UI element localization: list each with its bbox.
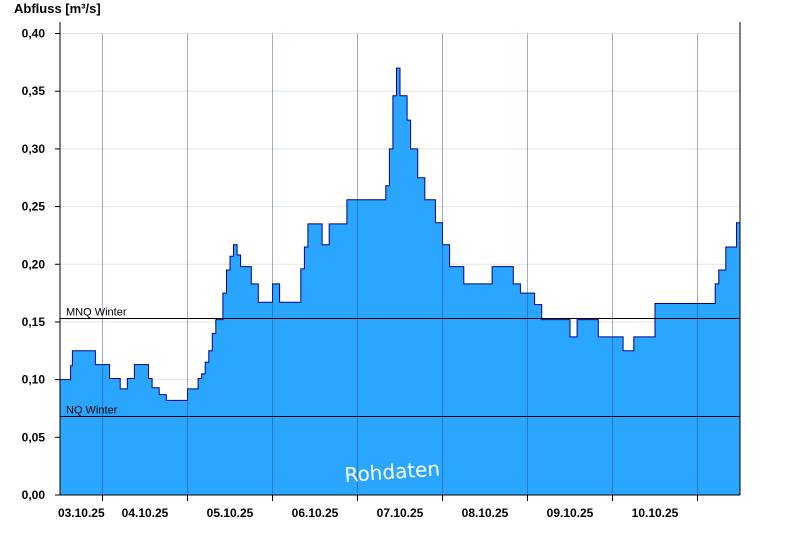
- y-tick-label-7: 0,35: [22, 84, 46, 98]
- y-axis-label: Abfluss [m³/s]: [14, 1, 101, 16]
- ref-label-0: MNQ Winter: [66, 306, 127, 318]
- x-tick-label-2: 05.10.25: [207, 506, 254, 520]
- y-tick-label-8: 0,40: [22, 27, 46, 41]
- discharge-line: [60, 67, 741, 401]
- x-tick-label-6: 09.10.25: [547, 506, 594, 520]
- discharge-series: [60, 67, 741, 495]
- axes: [59, 22, 741, 496]
- day-separator-lines: [102, 33, 698, 495]
- x-tick-labels: 03.10.25 04.10.25 05.10.25 06.10.25 07.10.25…: [58, 495, 698, 520]
- x-tick-label-0: 03.10.25: [58, 506, 105, 520]
- x-tick-label-3: 06.10.25: [292, 506, 339, 520]
- y-tick-label-4: 0,20: [22, 257, 46, 271]
- y-tick-label-1: 0,05: [22, 430, 46, 444]
- x-tick-label-1: 04.10.25: [122, 506, 169, 520]
- y-tick-label-2: 0,10: [22, 373, 46, 387]
- ref-label-1: NQ Winter: [66, 405, 118, 417]
- y-tick-labels: 0,00 0,05 0,10 0,15 0,20 0,25 0,30 0,35 0,40: [22, 27, 60, 502]
- x-tick-label-4: 07.10.25: [377, 506, 424, 520]
- x-tick-label-7: 10.10.25: [632, 506, 679, 520]
- y-tick-label-5: 0,25: [22, 200, 46, 214]
- reference-lines: MNQ Winter NQ Winter: [60, 306, 740, 418]
- x-tick-label-5: 08.10.25: [462, 506, 509, 520]
- y-tick-label-3: 0,15: [22, 315, 46, 329]
- y-tick-label-0: 0,00: [22, 488, 46, 502]
- discharge-area: [60, 68, 740, 495]
- y-tick-label-6: 0,30: [22, 142, 46, 156]
